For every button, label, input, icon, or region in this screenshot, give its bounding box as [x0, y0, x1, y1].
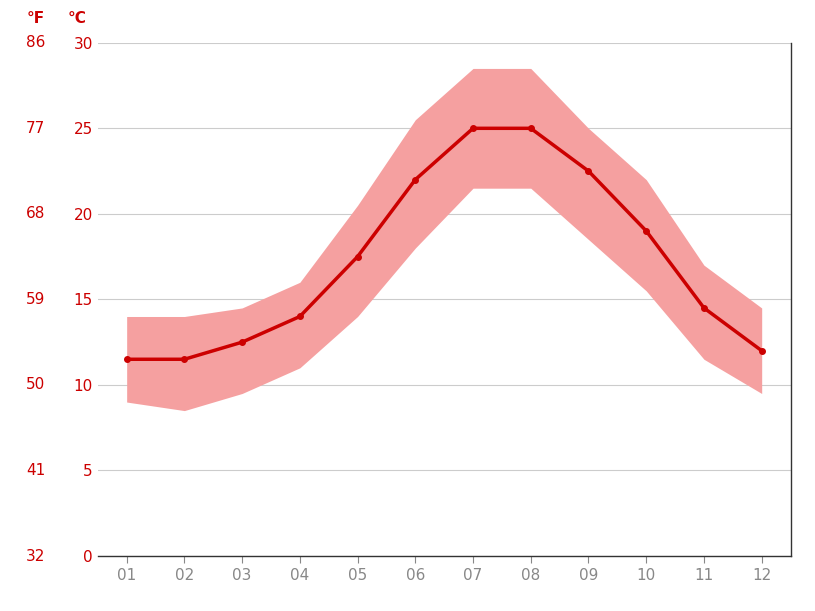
Text: 77: 77 — [26, 121, 45, 136]
Text: 41: 41 — [26, 463, 45, 478]
Text: °F: °F — [27, 11, 45, 26]
Text: 32: 32 — [25, 549, 45, 563]
Text: 86: 86 — [25, 35, 45, 50]
Text: 68: 68 — [25, 207, 45, 221]
Text: 50: 50 — [26, 378, 45, 392]
Text: °C: °C — [68, 11, 86, 26]
Text: 59: 59 — [25, 292, 45, 307]
